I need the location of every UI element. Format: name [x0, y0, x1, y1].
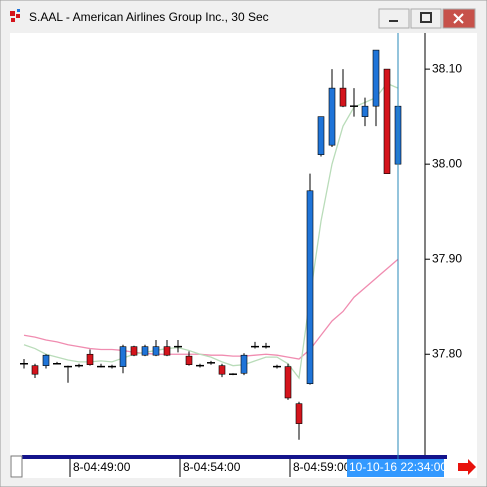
y-tick-label: 37.80: [432, 346, 462, 360]
candle-body: [218, 365, 226, 375]
candle-body: [141, 346, 149, 356]
scroll-thumb[interactable]: [10, 455, 23, 478]
candle-body: [295, 403, 303, 424]
chart-area: [10, 33, 477, 478]
moving-average-line: [23, 82, 399, 380]
scroll-right-arrow[interactable]: [458, 459, 476, 475]
candle-body: [185, 355, 193, 366]
x-tick-label: 8-04:59:00: [293, 460, 351, 474]
candle-body: [306, 190, 314, 385]
candle-body: [119, 346, 127, 367]
candle-body: [383, 68, 391, 174]
candle-body: [372, 49, 380, 107]
close-button[interactable]: [442, 8, 476, 29]
minimize-button[interactable]: [378, 8, 410, 29]
candle-body: [361, 105, 369, 117]
y-tick-label: 38.10: [432, 61, 462, 75]
maximize-button[interactable]: [410, 8, 442, 29]
moving-average-line: [23, 258, 399, 360]
app-icon: [10, 9, 20, 22]
window-title: S.AAL - American Airlines Group Inc., 30…: [29, 10, 269, 24]
x-tick-label: 8-04:49:00: [73, 460, 131, 474]
scroll-track[interactable]: [22, 455, 447, 459]
y-tick-label: 38.00: [432, 156, 462, 170]
candle-body: [31, 365, 39, 375]
candle-body: [86, 353, 94, 366]
candle-body: [152, 346, 160, 356]
candle-body: [42, 354, 50, 366]
candle-body: [317, 116, 325, 155]
candle-body: [339, 87, 347, 107]
candle-body: [284, 366, 292, 399]
y-tick-label: 37.90: [432, 251, 462, 265]
candle-body: [130, 346, 138, 356]
cursor-label-bg: [347, 459, 444, 477]
candle-body: [240, 354, 248, 374]
candle-body: [328, 87, 336, 146]
cursor-label: 10-10-16 22:34:00: [349, 460, 447, 474]
candle-body: [163, 346, 171, 356]
x-tick-label: 8-04:54:00: [183, 460, 241, 474]
